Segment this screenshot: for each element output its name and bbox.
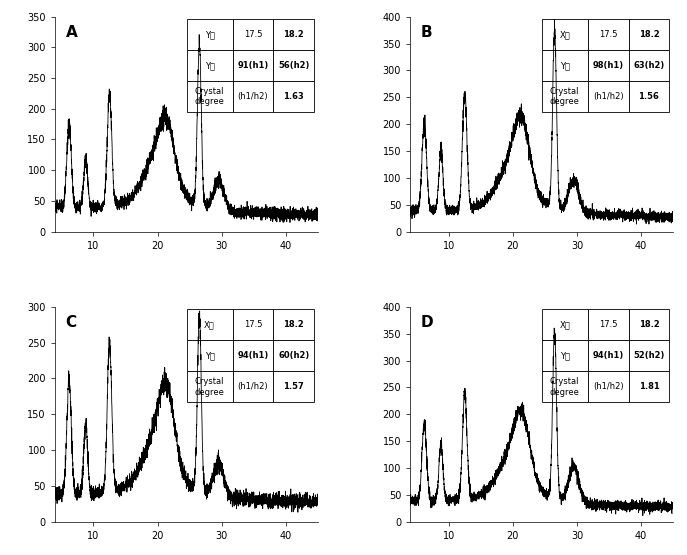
Bar [233,19,273,50]
Bar [542,309,588,340]
Text: C: C [65,315,77,330]
Bar [186,19,233,50]
Text: 18.2: 18.2 [283,30,304,39]
Bar [542,371,588,402]
Bar [273,50,314,81]
Text: Crystal
degree: Crystal degree [550,87,580,107]
Bar [588,19,629,50]
Bar [629,340,669,371]
Bar [542,81,588,112]
Bar [186,340,233,371]
Text: Y축: Y축 [205,61,214,70]
Bar [233,371,273,402]
Text: (h1/h2): (h1/h2) [238,92,268,101]
Text: 94(h1): 94(h1) [237,351,269,360]
Text: 52(h2): 52(h2) [633,351,664,360]
Text: 18.2: 18.2 [638,320,660,329]
Bar [588,340,629,371]
Text: 94(h1): 94(h1) [592,351,624,360]
Bar [629,81,669,112]
Text: 98(h1): 98(h1) [593,61,624,70]
Bar [233,81,273,112]
Text: 1.81: 1.81 [638,382,660,391]
Text: Y축: Y축 [205,351,214,360]
Text: Y축: Y축 [560,61,570,70]
Text: 63(h2): 63(h2) [633,61,664,70]
Text: (h1/h2): (h1/h2) [593,92,624,101]
Text: Y축: Y축 [205,30,214,39]
Bar [588,309,629,340]
Bar [233,309,273,340]
Bar [273,309,314,340]
Bar [186,309,233,340]
Text: D: D [420,315,433,330]
Text: 17.5: 17.5 [244,30,262,39]
Text: Crystal
degree: Crystal degree [550,377,580,396]
Bar [629,19,669,50]
Bar [186,371,233,402]
Text: A: A [65,25,77,41]
Bar [542,50,588,81]
Bar [273,371,314,402]
Text: Crystal
degree: Crystal degree [194,377,225,396]
Text: X축: X축 [559,320,570,329]
Bar [588,81,629,112]
Text: Crystal
degree: Crystal degree [194,87,225,107]
Bar [588,371,629,402]
Text: (h1/h2): (h1/h2) [238,382,268,391]
Bar [629,309,669,340]
Text: 56(h2): 56(h2) [278,61,309,70]
Text: X축: X축 [559,30,570,39]
Bar [542,340,588,371]
Text: 91(h1): 91(h1) [237,61,269,70]
Text: Y축: Y축 [560,351,570,360]
Text: 17.5: 17.5 [244,320,262,329]
Bar [233,50,273,81]
Text: X축: X축 [204,320,215,329]
Bar [273,340,314,371]
Bar [273,81,314,112]
Bar [629,50,669,81]
Text: 1.57: 1.57 [283,382,304,391]
Bar [629,371,669,402]
Bar [542,19,588,50]
Text: 60(h2): 60(h2) [278,351,309,360]
Bar [273,19,314,50]
Bar [186,50,233,81]
Text: B: B [420,25,432,41]
Text: (h1/h2): (h1/h2) [593,382,624,391]
Bar [186,81,233,112]
Text: 18.2: 18.2 [638,30,660,39]
Text: 1.63: 1.63 [283,92,304,101]
Text: 17.5: 17.5 [599,320,618,329]
Text: 18.2: 18.2 [283,320,304,329]
Text: 1.56: 1.56 [638,92,660,101]
Bar [233,340,273,371]
Text: 17.5: 17.5 [599,30,618,39]
Bar [588,50,629,81]
